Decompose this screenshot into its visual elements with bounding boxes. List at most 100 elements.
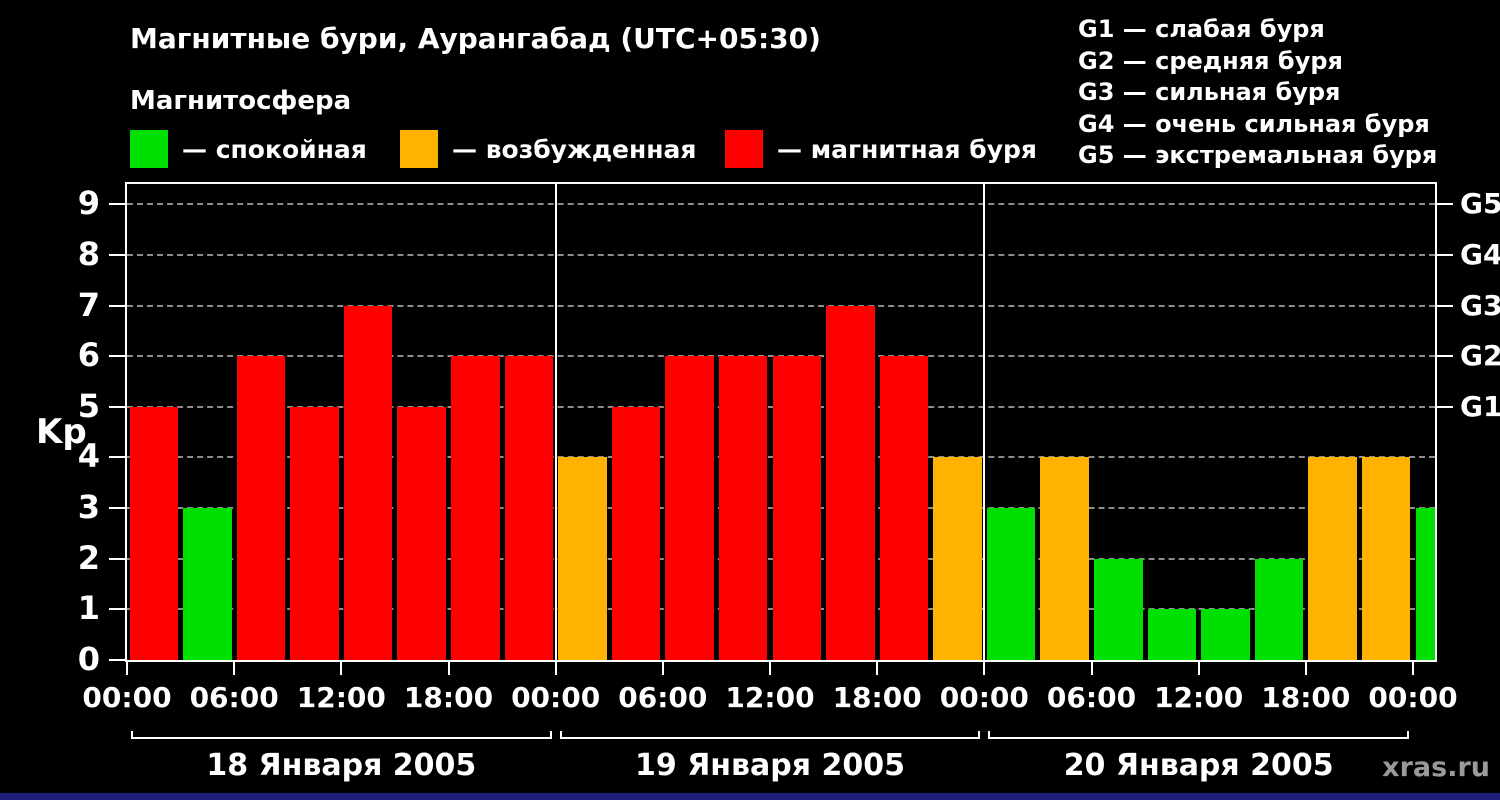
kp-bar <box>343 305 393 660</box>
x-tick-label: 06:00 <box>189 681 279 714</box>
kp-bar <box>1308 457 1357 660</box>
gridline <box>127 355 1435 358</box>
kp-bar <box>183 508 232 660</box>
y-tick <box>109 608 125 611</box>
legend-item-excited: — возбужденная <box>400 130 696 168</box>
gridline <box>127 304 1435 307</box>
excited-color-swatch <box>400 130 438 168</box>
x-tick-label: 06:00 <box>1046 681 1137 714</box>
y-tick <box>109 507 125 510</box>
y-tick <box>109 355 125 358</box>
y-tick-label: 6 <box>77 336 100 375</box>
y-axis-label: Kp <box>36 412 87 452</box>
bracket-end <box>549 731 552 739</box>
y-tick-label: 4 <box>77 437 100 476</box>
y-tick <box>109 304 125 307</box>
g-scale-item: G2 — средняя буря <box>1078 46 1343 75</box>
kp-bar <box>129 406 179 660</box>
y-tick <box>109 253 125 256</box>
date-bracket <box>559 731 981 747</box>
g-scale-item: G1 — слабая буря <box>1078 15 1325 43</box>
y-tick-label: 1 <box>77 589 100 628</box>
x-tick-label: 18:00 <box>403 681 494 714</box>
g-scale-item: G4 — очень сильная буря <box>1078 109 1430 138</box>
plot-area <box>125 182 1437 662</box>
kp-bar <box>236 356 286 660</box>
y-tick-label: 9 <box>77 184 100 223</box>
legend-label: — возбужденная <box>452 134 697 164</box>
bracket-end <box>978 731 981 739</box>
watermark: xras.ru <box>1382 752 1490 783</box>
g-scale-item: G5 — экстремальная буря <box>1078 141 1438 169</box>
kp-bar <box>451 356 500 660</box>
date-label: 18 Января 2005 <box>206 748 477 783</box>
kp-bar <box>933 457 982 660</box>
g-scale-legend: G1 — слабая буря G2 — средняя буря G3 — … <box>1078 14 1437 172</box>
y-tick <box>109 203 125 206</box>
x-tick <box>983 662 986 675</box>
x-tick-label: 00:00 <box>939 681 1029 714</box>
x-tick <box>1304 662 1307 675</box>
day-separator <box>983 184 986 660</box>
x-tick <box>1197 662 1200 675</box>
x-tick-label: 00:00 <box>82 681 172 714</box>
bracket-end <box>1406 731 1409 739</box>
kp-bar <box>1254 558 1304 660</box>
y-tick <box>109 659 125 661</box>
kp-bar <box>986 508 1036 660</box>
kp-bar <box>611 406 661 660</box>
date-bracket <box>988 731 1409 747</box>
right-tick <box>1437 304 1453 307</box>
right-tick <box>1437 253 1453 256</box>
y-tick-label: 0 <box>77 640 100 678</box>
chart-subtitle: Магнитосфера <box>130 86 352 116</box>
date-label: 20 Января 2005 <box>1063 748 1334 783</box>
x-tick <box>233 662 236 675</box>
y-tick-label: 5 <box>77 386 100 425</box>
x-tick <box>447 662 450 675</box>
x-tick <box>340 662 343 675</box>
g-scale-tick-label: G2 <box>1460 339 1500 373</box>
g-scale-item: G3 — сильная буря <box>1078 78 1341 106</box>
y-tick-label: 7 <box>77 285 100 324</box>
x-tick <box>1412 662 1414 675</box>
kp-bar <box>1361 457 1411 660</box>
x-tick <box>661 662 664 675</box>
x-tick-label: 18:00 <box>832 681 922 714</box>
kp-bar <box>826 305 875 660</box>
x-tick <box>1090 662 1093 675</box>
legend-label: — магнитная буря <box>777 134 1037 164</box>
quiet-color-swatch <box>130 130 168 168</box>
x-tick-label: 18:00 <box>1261 681 1351 714</box>
bracket-end <box>988 731 991 739</box>
g-scale-tick-label: G5 <box>1460 187 1500 221</box>
right-tick <box>1437 355 1453 358</box>
kp-bar <box>504 356 554 660</box>
g-scale-tick-label: G3 <box>1460 288 1500 322</box>
kp-bar <box>1201 609 1250 660</box>
y-tick-label: 8 <box>77 234 100 273</box>
g-scale-tick-label: G1 <box>1460 389 1500 423</box>
y-tick <box>109 405 125 408</box>
legend-item-quiet: — спокойная <box>130 130 367 168</box>
kp-bar <box>558 457 607 660</box>
x-tick <box>876 662 879 675</box>
x-tick-label: 06:00 <box>618 681 708 714</box>
bottom-strip <box>0 793 1500 800</box>
bracket-end <box>131 731 133 739</box>
y-tick <box>109 557 125 560</box>
gridline <box>127 203 1435 206</box>
page-title: Магнитные бури, Аурангабад (UTC+05:30) <box>130 22 821 55</box>
x-tick <box>126 662 128 675</box>
y-tick-label: 2 <box>77 538 100 577</box>
x-tick-label: 00:00 <box>511 681 601 714</box>
kp-bar <box>290 406 339 660</box>
day-separator <box>554 184 557 660</box>
kp-bar <box>665 356 714 660</box>
kp-bar <box>1040 457 1089 660</box>
x-tick <box>769 662 771 675</box>
right-tick <box>1437 405 1453 408</box>
kp-bar <box>879 356 929 660</box>
kp-bar <box>397 406 446 660</box>
